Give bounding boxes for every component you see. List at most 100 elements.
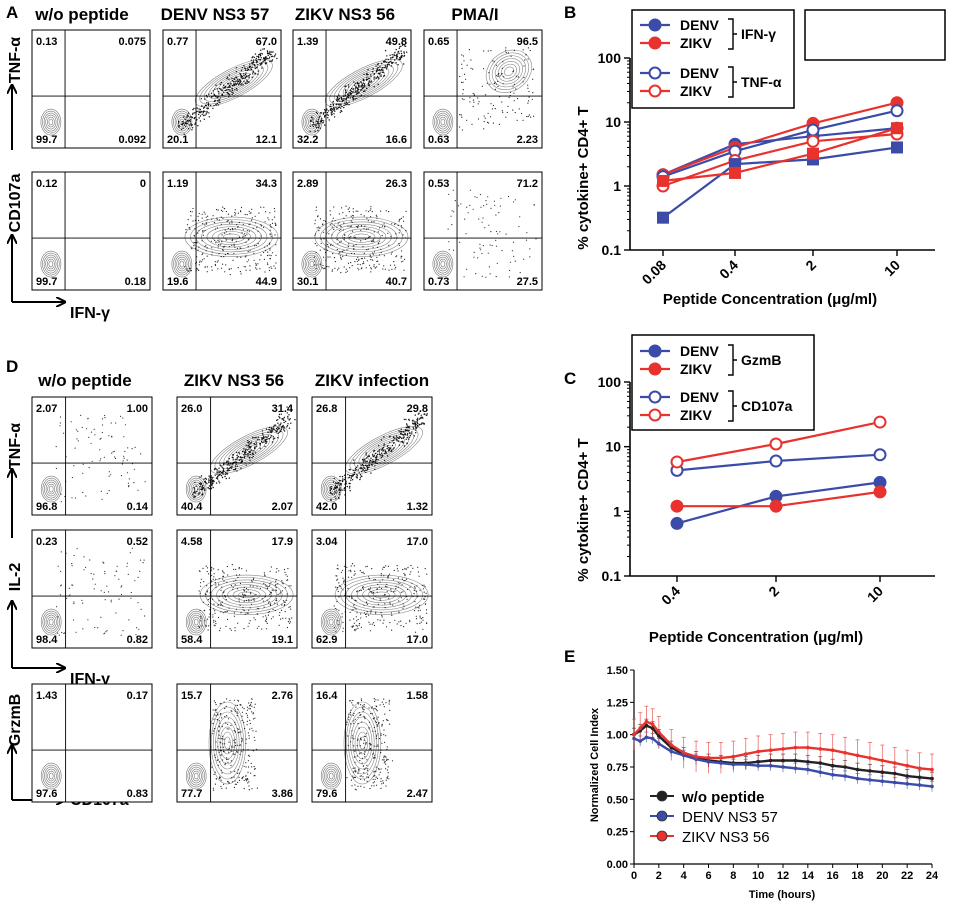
panel-d-plot-r1-c2-event [402, 607, 404, 609]
panel-d-plot-r1-c2-event [413, 610, 416, 612]
panel-d-plot-r0-c0-event [122, 417, 124, 419]
panel-a-plot-r1-c1-event [237, 212, 239, 214]
panel-a-plot-r0-c1-event [242, 84, 244, 86]
panel-d-plot-r2-c2-event [363, 772, 365, 774]
panel-a-plot-r0-c1-event [227, 83, 229, 85]
panel-a-plot-r0-c1-event [186, 121, 188, 123]
panel-e-point-s2-12 [756, 749, 760, 754]
panel-a-plot-r1-c1-event [218, 244, 220, 246]
panel-a-plot-r1-c2-event [384, 226, 386, 228]
panel-d-plot-r1-c1-event [215, 584, 217, 586]
panel-d-plot-r2-c2-event [389, 723, 391, 725]
panel-c-point-s1-0 [670, 499, 684, 513]
panel-d-plot-r1-c2-event [426, 573, 428, 575]
panel-a-plot-r1-c1-event [194, 242, 196, 244]
panel-a-plot-r0-c2-event [349, 93, 352, 95]
panel-a-plot-r1-c2-event [376, 266, 378, 268]
panel-a-plot-r1-c2-event [329, 256, 331, 258]
panel-d-plot-r0-c1-event [205, 481, 207, 484]
panel-a-plot-r0-c1-event [235, 67, 238, 69]
panel-d-plot-r1-c1-event [239, 582, 242, 585]
panel-c-point-s1-2 [873, 485, 887, 499]
panel-a-plot-r1-c1-event [222, 249, 224, 251]
panel-d-plot-r2-c2-contour [348, 711, 377, 775]
panel-d-plot-r1-c0-event [69, 594, 71, 596]
panel-e-point-s2-3 [650, 722, 655, 727]
panel-d-plot-r0-c2-event [376, 455, 378, 458]
panel-d-plot-r1-c0-event [106, 630, 108, 632]
panel-e-ytick-label: 1.25 [607, 697, 628, 709]
panel-a-plot-r0-c3-contour [485, 49, 533, 93]
panel-d-plot-r0-c2-event [386, 445, 389, 447]
panel-a-plot-r0-c2-event [400, 52, 403, 55]
panel-d-plot-r0-c0-event [80, 414, 82, 416]
panel-e-ytick-label: 0.50 [607, 794, 628, 806]
panel-d-plot-r1-c2-event [413, 589, 415, 592]
panel-d-plot-r1-c2-event [349, 619, 351, 621]
panel-d-plot-r0-c2-event [422, 422, 424, 424]
panel-d-plot-r0-c2-event [396, 436, 398, 439]
panel-d-plot-r2-c2-event [375, 705, 377, 707]
panel-c-gzmb-legend-label-0: DENV [680, 343, 720, 359]
panel-a-plot-r0-c1-event [230, 82, 232, 84]
panel-d-plot-r0-c0-event [111, 436, 113, 438]
panel-d-plot-r1-c1-event [266, 617, 268, 619]
panel-d-plot-r1-c1-event [226, 618, 229, 621]
panel-d-plot-r1-c2-event [373, 579, 375, 581]
panel-a-plot-r1-c3-q-lr: 27.5 [517, 276, 538, 288]
panel-d-plot-r1-c2-event [384, 607, 386, 609]
panel-d-plot-r1-c1-event [238, 600, 240, 602]
panel-a-plot-r1-c2-event [342, 229, 344, 231]
panel-a-plot-r1-c2-event [346, 270, 348, 272]
panel-d-plot-r2-c1-event [247, 771, 249, 773]
panel-a-plot-r1-c2-event [327, 256, 329, 258]
panel-d-plot-r2-c2-event [353, 776, 356, 779]
panel-d-plot-r1-c1-event [233, 580, 235, 582]
panel-d-plot-r2-c1-event [243, 721, 245, 724]
panel-a-plot-r0-c2-event [368, 80, 371, 82]
panel-d-plot-r0-c1-event [243, 451, 245, 453]
panel-d-plot-r0-c0-q-lr: 0.14 [127, 501, 149, 513]
panel-d-plot-r2-c1-event [233, 707, 235, 709]
panel-a-plot-r1-c1-event [206, 255, 208, 257]
panel-d-plot-r0-c2-event [399, 431, 401, 433]
panel-d-plot-r2-c2-event [376, 718, 378, 720]
panel-d-plot-r2-c2-event [391, 760, 394, 762]
panel-a-plot-r0-c2-event [344, 98, 346, 100]
panel-a-plot-r0-c1-event [274, 53, 277, 55]
panel-a-plot-r0-c1-event [198, 108, 200, 110]
panel-a-plot-r1-c2-event [315, 233, 317, 235]
panel-d-plot-r1-c1-event [269, 570, 271, 573]
panel-a-plot-r0-c3-event [503, 76, 505, 78]
panel-e-xtick-label: 8 [730, 870, 736, 882]
panel-a-plot-r1-c1-contour [171, 250, 193, 278]
panel-a-plot-r0-c3-contour [435, 112, 450, 132]
panel-d-plot-r0-c1-event [254, 447, 256, 449]
panel-d-plot-r0-c2-event [339, 494, 341, 496]
panel-b-ifng-legend-label-1: ZIKV [680, 35, 713, 51]
panel-a-plot-r1-c1-event [206, 266, 208, 268]
panel-d-plot-r1-c2-event [416, 585, 418, 587]
panel-a-plot-r0-c2-event [333, 108, 336, 111]
panel-d-plot-r0-c2-event [330, 486, 332, 488]
panel-a-plot-r0-c3-event [482, 68, 485, 70]
panel-d-plot-r0-c0-event [120, 415, 122, 417]
panel-d-plot-r1-c1-event [217, 604, 219, 606]
panel-d-plot-r2-c1-event [230, 724, 232, 727]
panel-a-plot-r1-c2-event [396, 255, 398, 257]
panel-a-plot-r1-c2-event [337, 223, 339, 225]
panel-d-plot-r0-c1-event [236, 454, 238, 457]
panel-d-plot-r0-c1-event [284, 430, 286, 432]
panel-a-plot-r0-c3-contour [494, 58, 524, 85]
panel-a-plot-r1-c2-event [379, 227, 381, 229]
panel-a-plot-r1-c1-event [247, 245, 249, 248]
panel-a-plot-r1-c1-event [193, 235, 195, 237]
panel-d-plot-r2-c1-event [248, 708, 250, 710]
panel-a-plot-r1-c2-event [366, 217, 368, 219]
panel-d-plot-r2-c1-event [227, 761, 229, 763]
panel-d-plot-r1-c1-event [258, 625, 260, 627]
panel-d-plot-r2-c2-event [348, 716, 350, 718]
panel-a-plot-r0-c3-event [468, 49, 470, 51]
panel-d-plot-r2-c1-event [219, 703, 221, 705]
panel-d-plot-r0-c2-event [347, 477, 349, 479]
